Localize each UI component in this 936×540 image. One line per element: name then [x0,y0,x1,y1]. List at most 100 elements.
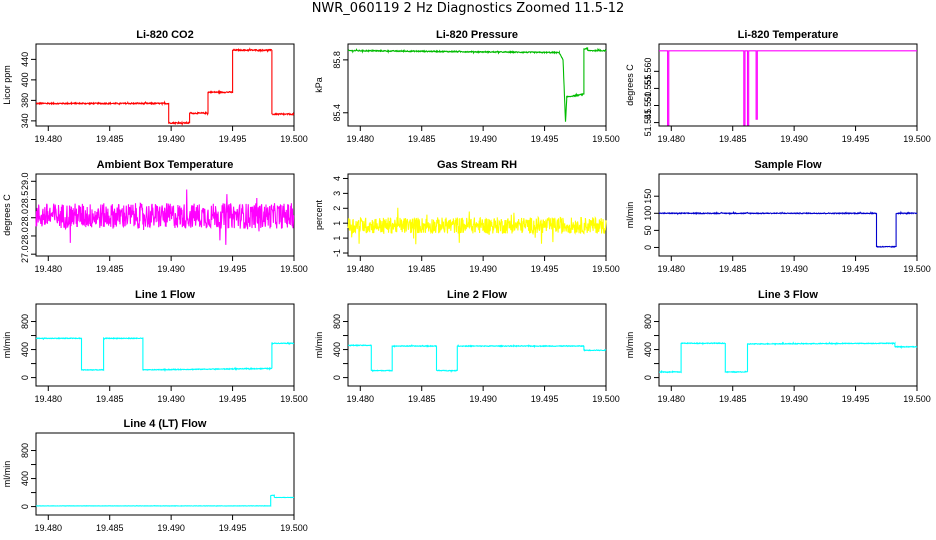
y-tick-label: 51.545 [643,109,653,137]
chart-panel: Line 1 Flow 19.480 19.485 19.490 19.495 19.50… [2,289,308,404]
y-tick-label: 800 [332,314,342,329]
plot-frame [35,43,295,127]
x-tick-label: 19.490 [157,523,185,533]
x-tick-label: 19.485 [719,394,747,404]
x-tick-label: 19.485 [719,134,747,144]
y-tick-label: 400 [20,72,30,87]
chart-panel: Ambient Box Temperature 19.480 19.485 19.49… [2,159,308,274]
chart-panel: Line 3 Flow 19.480 19.485 19.490 19.495 19.50… [625,289,931,404]
x-tick-label: 19.495 [531,134,559,144]
x-tick-label: 19.480 [35,134,63,144]
x-tick-label: 19.480 [35,394,63,404]
chart-panel: Li-820 Pressure 19.480 19.485 19.490 19.495 1… [314,29,620,144]
x-tick-label: 19.495 [531,394,559,404]
x-tick-label: 19.490 [780,134,808,144]
y-tick-label: 800 [20,443,30,458]
y-tick-label: 340 [20,113,30,128]
chart-panel: Li-820 CO2 19.480 19.485 19.490 19.495 19.500… [2,29,308,144]
x-tick-label: 19.490 [157,394,185,404]
x-tick-label: 19.485 [408,394,436,404]
y-tick-label: 3 [332,191,342,196]
x-tick-label: 19.490 [157,264,185,274]
x-tick-label: 19.495 [842,134,870,144]
chart-title: Ambient Box Temperature [97,159,234,171]
series-line [659,341,918,374]
x-tick-label: 19.480 [347,394,375,404]
y-axis-label: kPa [314,77,324,93]
y-tick-label: 28.5 [20,191,30,209]
y-tick-label: 400 [332,342,342,357]
y-tick-label: 440 [20,52,30,67]
y-axis-label: ml/min [625,202,635,229]
x-tick-label: 19.490 [780,394,808,404]
series-line [35,336,295,373]
y-tick-label: 29.0 [20,173,30,191]
y-tick-label: 51.550 [643,92,653,120]
x-tick-label: 19.490 [469,394,497,404]
x-tick-label: 19.500 [592,394,620,404]
x-tick-label: 19.495 [531,264,559,274]
y-tick-label: 85.8 [332,51,342,69]
chart-panel: Li-820 Temperature 19.480 19.485 19.490 19.4… [625,29,931,144]
x-tick-label: 19.490 [469,264,497,274]
x-tick-label: 19.490 [469,134,497,144]
y-tick-label: 27.0 [20,245,30,263]
y-tick-label: 28.0 [20,227,30,245]
y-tick-label: 400 [643,342,653,357]
y-axis-label: ml/min [2,461,12,488]
series-line [36,47,295,127]
series-line [347,343,607,373]
x-tick-label: 19.490 [780,264,808,274]
x-tick-label: 19.495 [219,264,247,274]
y-tick-label: 0 [643,245,653,250]
x-tick-label: 19.480 [35,264,63,274]
plot-frame [658,303,918,387]
y-axis-label: percent [314,199,324,230]
x-tick-label: 19.495 [842,264,870,274]
series-line [35,189,295,245]
x-tick-label: 19.495 [219,394,247,404]
y-tick-label: 51.555 [643,75,653,103]
series-line [347,207,607,245]
y-tick-label: 1 [332,236,342,241]
x-tick-label: 19.500 [280,394,308,404]
plot-frame [658,173,918,257]
x-tick-label: 19.485 [96,394,124,404]
y-tick-label: 400 [20,471,30,486]
x-tick-label: 19.495 [219,134,247,144]
x-tick-label: 19.485 [96,523,124,533]
plot-frame [35,432,295,516]
y-axis-label: ml/min [2,332,12,359]
x-tick-label: 19.485 [96,134,124,144]
chart-title: Line 3 Flow [758,289,818,301]
x-tick-label: 19.495 [842,394,870,404]
y-tick-label: 0 [20,375,30,380]
x-tick-label: 19.500 [592,264,620,274]
x-tick-label: 19.490 [157,134,185,144]
chart-title: Sample Flow [754,159,822,171]
y-tick-label: 85.4 [332,104,342,122]
x-tick-label: 19.485 [96,264,124,274]
chart-title: Gas Stream RH [437,159,517,171]
y-tick-label: 0 [332,375,342,380]
chart-panel: Sample Flow 19.480 19.485 19.490 19.495 19.50… [625,159,931,274]
chart-panel: Gas Stream RH 19.480 19.485 19.490 19.495 19.… [314,159,620,274]
x-tick-label: 19.480 [658,134,686,144]
y-tick-label: 1 [332,221,342,226]
plot-frame [658,43,918,127]
chart-title: Li-820 Pressure [436,29,518,41]
y-axis-label: degrees C [625,64,635,106]
x-tick-label: 19.480 [347,134,375,144]
y-tick-label: 0 [643,375,653,380]
series-line [35,494,295,507]
y-tick-label: 800 [643,314,653,329]
y-axis-label: ml/min [314,332,324,359]
y-tick-label: 400 [20,342,30,357]
plot-frame [347,173,607,257]
y-tick-label: 4 [332,176,342,181]
y-tick-label: 100 [643,206,653,221]
y-tick-label: 28.0 [20,209,30,227]
x-tick-label: 19.480 [658,264,686,274]
y-tick-label: -1 [332,249,342,257]
